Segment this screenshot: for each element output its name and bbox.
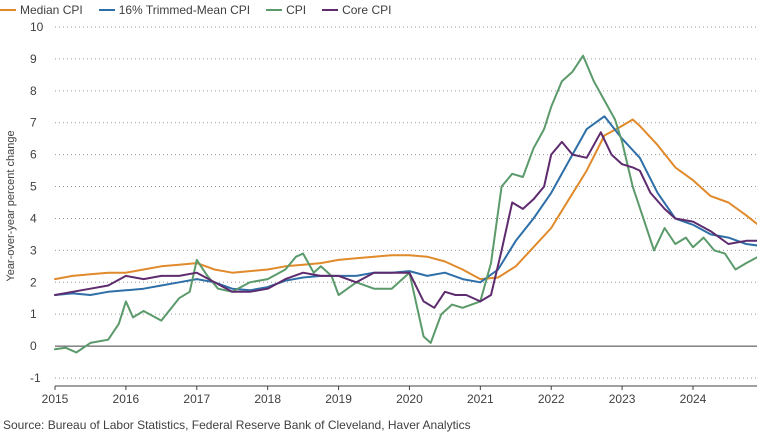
y-tick-label: 0 (30, 339, 37, 353)
legend-label-median-cpi: Median CPI (20, 3, 83, 17)
source-note: Source: Bureau of Labor Statistics, Fede… (3, 418, 471, 432)
y-tick-label: -1 (30, 371, 41, 385)
y-tick-label: 9 (30, 52, 37, 66)
legend-item-trimmed-mean-cpi: 16% Trimmed-Mean CPI (98, 3, 251, 17)
y-tick-label: 1 (30, 307, 37, 321)
y-tick-label: 8 (30, 84, 37, 98)
x-tick-label: 2020 (396, 392, 423, 406)
series-line-median-cpi (54, 118, 757, 281)
legend-label-core-cpi: Core CPI (342, 3, 392, 17)
y-tick-label: 5 (30, 180, 37, 194)
legend-item-core-cpi: Core CPI (322, 3, 391, 17)
series-line-core-cpi (54, 131, 757, 309)
x-axis-ticks: 2015 2016 2017 2018 2019 2020 2021 2022 2023 2024 (42, 386, 707, 406)
x-tick-label: 2015 (42, 392, 69, 406)
x-tick-label: 2019 (325, 392, 352, 406)
legend-swatch-cpi (266, 9, 283, 11)
y-tick-label: 4 (30, 211, 37, 225)
legend-label-trimmed-mean-cpi: 16% Trimmed-Mean CPI (118, 3, 251, 17)
series-line-cpi (54, 54, 757, 354)
x-tick-label: 2018 (254, 392, 281, 406)
y-tick-label: 2 (30, 275, 37, 289)
legend-swatch-trimmed-mean-cpi (98, 9, 115, 11)
legend-item-cpi: CPI (266, 3, 306, 17)
series-line-16-trimmed-mean-cpi (54, 115, 757, 296)
x-tick-label: 2022 (538, 392, 565, 406)
x-tick-label: 2023 (609, 392, 636, 406)
x-tick-label: 2017 (183, 392, 210, 406)
chart-legend: Median CPI 16% Trimmed-Mean CPI CPI Core… (0, 0, 407, 20)
y-tick-label: 3 (30, 243, 37, 257)
legend-item-median-cpi: Median CPI (0, 3, 83, 17)
y-axis-ticks: -1 0 1 2 3 4 5 6 7 8 9 10 (30, 20, 44, 385)
y-tick-label: 7 (30, 116, 37, 130)
x-tick-label: 2021 (467, 392, 494, 406)
y-axis-label: Year-over-year percent change (5, 130, 17, 282)
legend-label-cpi: CPI (286, 3, 307, 17)
x-tick-label: 2024 (680, 392, 707, 406)
y-tick-label: 10 (30, 20, 44, 34)
series-lines (54, 54, 757, 354)
y-tick-label: 6 (30, 148, 37, 162)
grid-lines (55, 26, 757, 387)
legend-swatch-core-cpi (322, 9, 339, 11)
x-tick-label: 2016 (113, 392, 140, 406)
legend-swatch-median-cpi (0, 9, 16, 11)
